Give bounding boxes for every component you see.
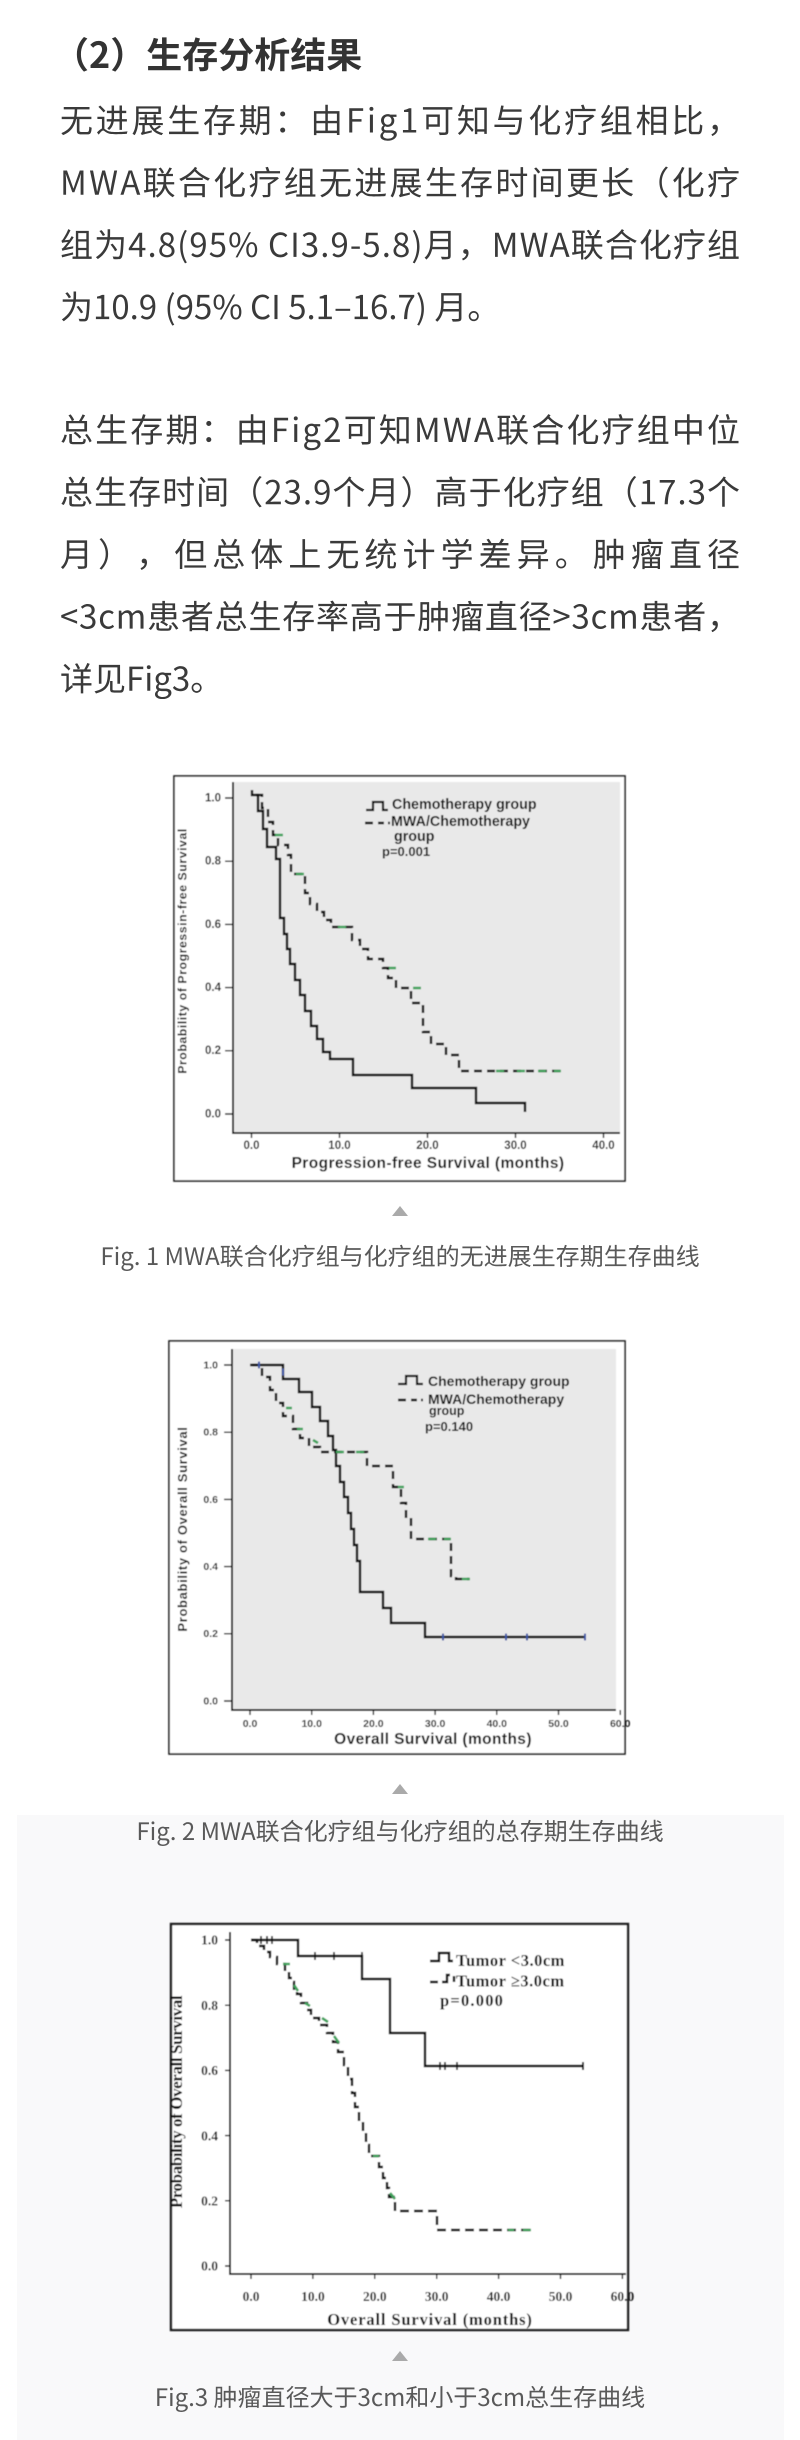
svg-text:40.0: 40.0 — [592, 1140, 614, 1152]
svg-text:30.0: 30.0 — [425, 1718, 446, 1730]
svg-text:p=0.000: p=0.000 — [440, 1991, 504, 2010]
svg-text:1.0: 1.0 — [205, 792, 221, 804]
svg-text:p=0.140: p=0.140 — [425, 1419, 473, 1434]
svg-text:Tumor <3.0cm: Tumor <3.0cm — [456, 1951, 565, 1970]
svg-text:20.0: 20.0 — [363, 2289, 387, 2304]
svg-text:0.0: 0.0 — [244, 1140, 260, 1152]
svg-text:Progression-free Survival (mon: Progression-free Survival (months) — [292, 1155, 565, 1172]
svg-text:0.0: 0.0 — [203, 1695, 218, 1707]
svg-text:40.0: 40.0 — [487, 1718, 508, 1730]
svg-text:0.8: 0.8 — [201, 1998, 218, 2013]
svg-text:Probability of Progressin-free: Probability of Progressin-free Survival — [176, 828, 190, 1074]
svg-text:group: group — [394, 829, 435, 845]
svg-text:50.0: 50.0 — [549, 2289, 573, 2304]
svg-text:0.0: 0.0 — [243, 1718, 258, 1730]
svg-text:0.4: 0.4 — [203, 1561, 218, 1573]
svg-text:30.0: 30.0 — [425, 2289, 449, 2304]
svg-text:Chemotherapy group: Chemotherapy group — [428, 1373, 570, 1389]
svg-text:0.0: 0.0 — [243, 2289, 260, 2304]
svg-text:0.8: 0.8 — [205, 856, 222, 868]
svg-text:Tumor ≥3.0cm: Tumor ≥3.0cm — [456, 1972, 565, 1991]
svg-text:Chemotherapy group: Chemotherapy group — [392, 797, 537, 813]
svg-text:0.6: 0.6 — [203, 1494, 218, 1506]
svg-text:Overall Survival (months): Overall Survival (months) — [334, 1731, 532, 1748]
svg-text:50.0: 50.0 — [548, 1718, 569, 1730]
svg-text:MWA/Chemotherapy: MWA/Chemotherapy — [428, 1391, 564, 1407]
svg-text:0.0: 0.0 — [201, 2259, 218, 2274]
svg-text:1.0: 1.0 — [203, 1359, 218, 1371]
svg-text:p=0.001: p=0.001 — [382, 844, 430, 859]
svg-text:MWA/Chemotherapy: MWA/Chemotherapy — [391, 814, 530, 830]
svg-text:20.0: 20.0 — [416, 1140, 438, 1152]
svg-text:10.0: 10.0 — [328, 1140, 350, 1152]
svg-text:1.0: 1.0 — [201, 1933, 218, 1948]
svg-text:40.0: 40.0 — [487, 2289, 511, 2304]
svg-text:group: group — [429, 1404, 465, 1418]
svg-text:20.0: 20.0 — [363, 1718, 384, 1730]
svg-text:0.2: 0.2 — [203, 1628, 218, 1640]
svg-text:Probability of Overall Surviva: Probability of Overall Survival — [175, 1426, 190, 1631]
svg-text:0.8: 0.8 — [203, 1427, 218, 1439]
svg-text:0.4: 0.4 — [205, 982, 222, 994]
svg-text:0.2: 0.2 — [205, 1045, 221, 1057]
svg-text:0.0: 0.0 — [205, 1108, 221, 1120]
svg-text:0.4: 0.4 — [201, 2128, 218, 2143]
svg-text:30.0: 30.0 — [504, 1140, 526, 1152]
svg-text:60.0: 60.0 — [610, 1718, 631, 1730]
svg-text:Probability of Overall Surviva: Probability of Overall Survival — [167, 1995, 186, 2208]
svg-text:0.2: 0.2 — [201, 2194, 218, 2209]
svg-text:10.0: 10.0 — [301, 1718, 322, 1730]
svg-text:0.6: 0.6 — [201, 2063, 218, 2078]
svg-text:0.6: 0.6 — [205, 919, 221, 931]
svg-text:10.0: 10.0 — [301, 2289, 325, 2304]
svg-text:60.0: 60.0 — [611, 2289, 635, 2304]
svg-text:Overall Survival (months): Overall Survival (months) — [327, 2310, 533, 2329]
